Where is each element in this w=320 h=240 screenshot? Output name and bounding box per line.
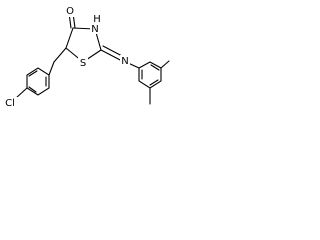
atom-label: O [66,6,74,17]
ring [138,61,162,89]
bond [53,47,67,63]
bond [48,61,55,76]
atom-label: Cl [5,98,15,109]
bond [160,60,170,69]
bond [15,87,28,99]
bond [28,70,38,77]
bond [65,27,74,49]
label-bg [65,6,75,17]
bond [150,64,160,71]
atom-label: N [91,24,98,35]
atom-labels: O H N S N Cl [3,6,130,109]
atom-label: S [80,58,86,69]
label-bg [90,24,100,34]
label-bg [78,57,88,68]
molecule-diagram: O H N S N Cl [3,6,170,109]
label-bg [120,55,130,66]
bonds [15,12,170,105]
bond [149,79,159,86]
label-bg [3,97,18,109]
atom-label: N [121,56,128,67]
bond [28,86,37,93]
atom-label: H [93,14,101,25]
